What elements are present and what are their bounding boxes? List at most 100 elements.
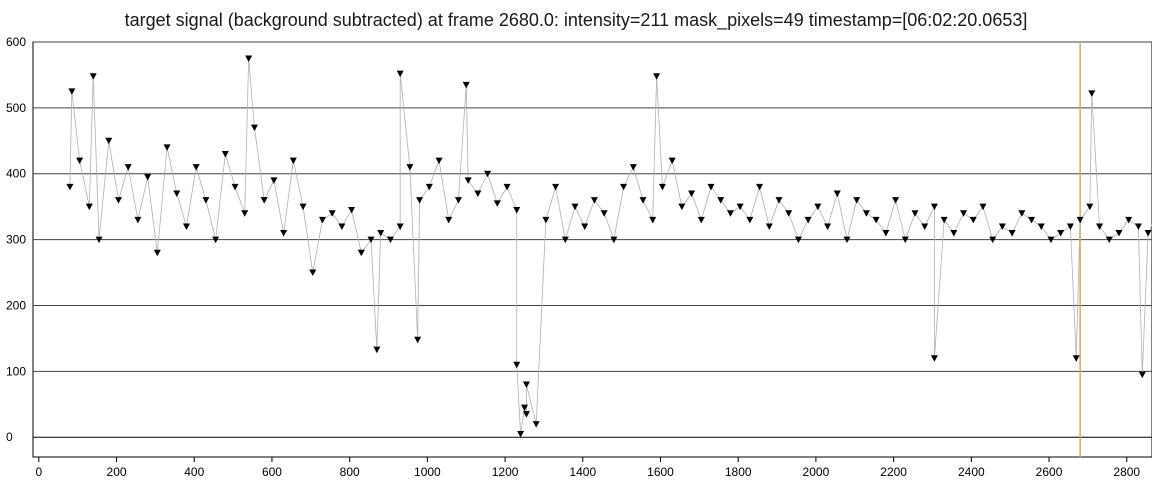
- y-tick-label: 500: [6, 101, 26, 115]
- series-connector: [982, 206, 994, 240]
- data-point-marker: [717, 197, 725, 204]
- data-point-marker: [503, 183, 511, 191]
- data-point-marker: [373, 346, 381, 354]
- chart-title: target signal (background subtracted) at…: [124, 10, 1028, 30]
- series-connector: [759, 186, 770, 227]
- series-connector: [98, 140, 110, 240]
- series-connector: [166, 147, 178, 194]
- series-connector: [244, 58, 250, 214]
- data-point-marker: [998, 223, 1006, 230]
- series-connector: [186, 167, 197, 227]
- data-point-marker: [163, 144, 171, 151]
- series-connector: [1141, 233, 1149, 375]
- series-connector: [885, 199, 896, 234]
- data-point-marker: [192, 164, 200, 171]
- data-point-marker: [1037, 223, 1045, 230]
- series-connector: [292, 160, 304, 207]
- data-point-marker: [1076, 216, 1084, 224]
- data-point-marker: [396, 223, 404, 230]
- data-point-marker: [454, 197, 462, 204]
- data-point-marker: [930, 355, 938, 362]
- data-point-marker: [414, 336, 422, 344]
- series-connector: [92, 76, 100, 240]
- series-connector: [417, 200, 420, 340]
- series-connector: [574, 206, 586, 227]
- plot-frame: [32, 41, 1152, 458]
- data-point-marker: [785, 210, 793, 217]
- series-connector: [302, 206, 314, 273]
- series-connector: [127, 167, 139, 220]
- data-point-marker: [250, 124, 258, 132]
- data-point-marker: [862, 210, 870, 217]
- series-connector: [836, 193, 848, 240]
- y-tick-label: 200: [6, 298, 26, 312]
- series-connector: [545, 186, 556, 220]
- data-point-marker: [668, 157, 676, 165]
- data-point-marker: [950, 230, 958, 237]
- series-connector: [526, 384, 537, 425]
- data-point-marker: [756, 183, 764, 191]
- data-point-marker: [474, 190, 482, 198]
- series-connector: [924, 206, 935, 227]
- x-tick-label: 1000: [414, 465, 441, 479]
- data-point-marker: [318, 216, 326, 224]
- data-point-marker: [979, 203, 987, 211]
- data-point-marker: [824, 223, 832, 230]
- data-point-marker: [493, 200, 501, 207]
- series-connector: [215, 153, 226, 240]
- data-point-marker: [309, 269, 317, 277]
- series-connector: [487, 173, 498, 204]
- data-point-marker: [76, 157, 84, 165]
- data-point-marker: [289, 157, 297, 165]
- data-point-marker: [1144, 230, 1152, 237]
- data-point-marker: [658, 183, 666, 191]
- series-connector: [1070, 226, 1077, 359]
- data-point-marker: [114, 197, 122, 204]
- data-point-marker: [610, 236, 618, 244]
- data-point-marker: [1105, 236, 1113, 244]
- data-point-marker: [911, 210, 919, 217]
- data-point-marker: [522, 411, 530, 418]
- data-point-marker: [95, 236, 103, 244]
- data-point-marker: [1008, 230, 1016, 237]
- series-connector: [283, 160, 294, 234]
- series-connector: [205, 199, 217, 240]
- series-connector: [642, 199, 654, 221]
- x-axis-ticks: 0 200 400 600 800 1000 1200 1400 1600 1800 2000 220…: [35, 457, 1140, 479]
- data-point-marker: [969, 216, 977, 224]
- data-point-marker: [590, 197, 598, 204]
- data-point-marker: [794, 236, 802, 244]
- data-point-marker: [338, 223, 346, 230]
- y-tick-label: 100: [6, 364, 26, 378]
- series-connector: [632, 167, 644, 201]
- series-connector: [465, 84, 469, 181]
- series-connector: [656, 76, 663, 187]
- data-point-marker: [649, 216, 657, 224]
- series-connector: [1075, 219, 1081, 359]
- series-connector: [846, 199, 858, 240]
- data-point-marker: [153, 249, 161, 257]
- x-tick-label: 200: [107, 465, 127, 479]
- series-connector: [376, 233, 382, 350]
- data-point-marker: [144, 174, 152, 181]
- data-point-marker: [357, 249, 365, 257]
- series-connector: [108, 140, 119, 201]
- series-connector: [195, 167, 207, 201]
- data-point-marker: [1134, 223, 1142, 230]
- series-connector: [156, 147, 168, 253]
- data-point-marker: [872, 216, 880, 224]
- data-point-marker: [367, 236, 375, 244]
- data-point-marker: [221, 150, 229, 158]
- data-point-marker: [688, 190, 696, 198]
- series-connector: [79, 160, 90, 207]
- x-tick-label: 1200: [492, 465, 519, 479]
- data-point-marker: [960, 210, 968, 217]
- data-point-marker: [462, 81, 470, 89]
- data-point-marker: [989, 236, 997, 244]
- connector-lines: [69, 58, 1152, 435]
- data-point-marker: [522, 381, 530, 389]
- data-point-marker: [202, 197, 210, 204]
- series-connector: [176, 193, 187, 227]
- data-point-marker: [1047, 236, 1055, 244]
